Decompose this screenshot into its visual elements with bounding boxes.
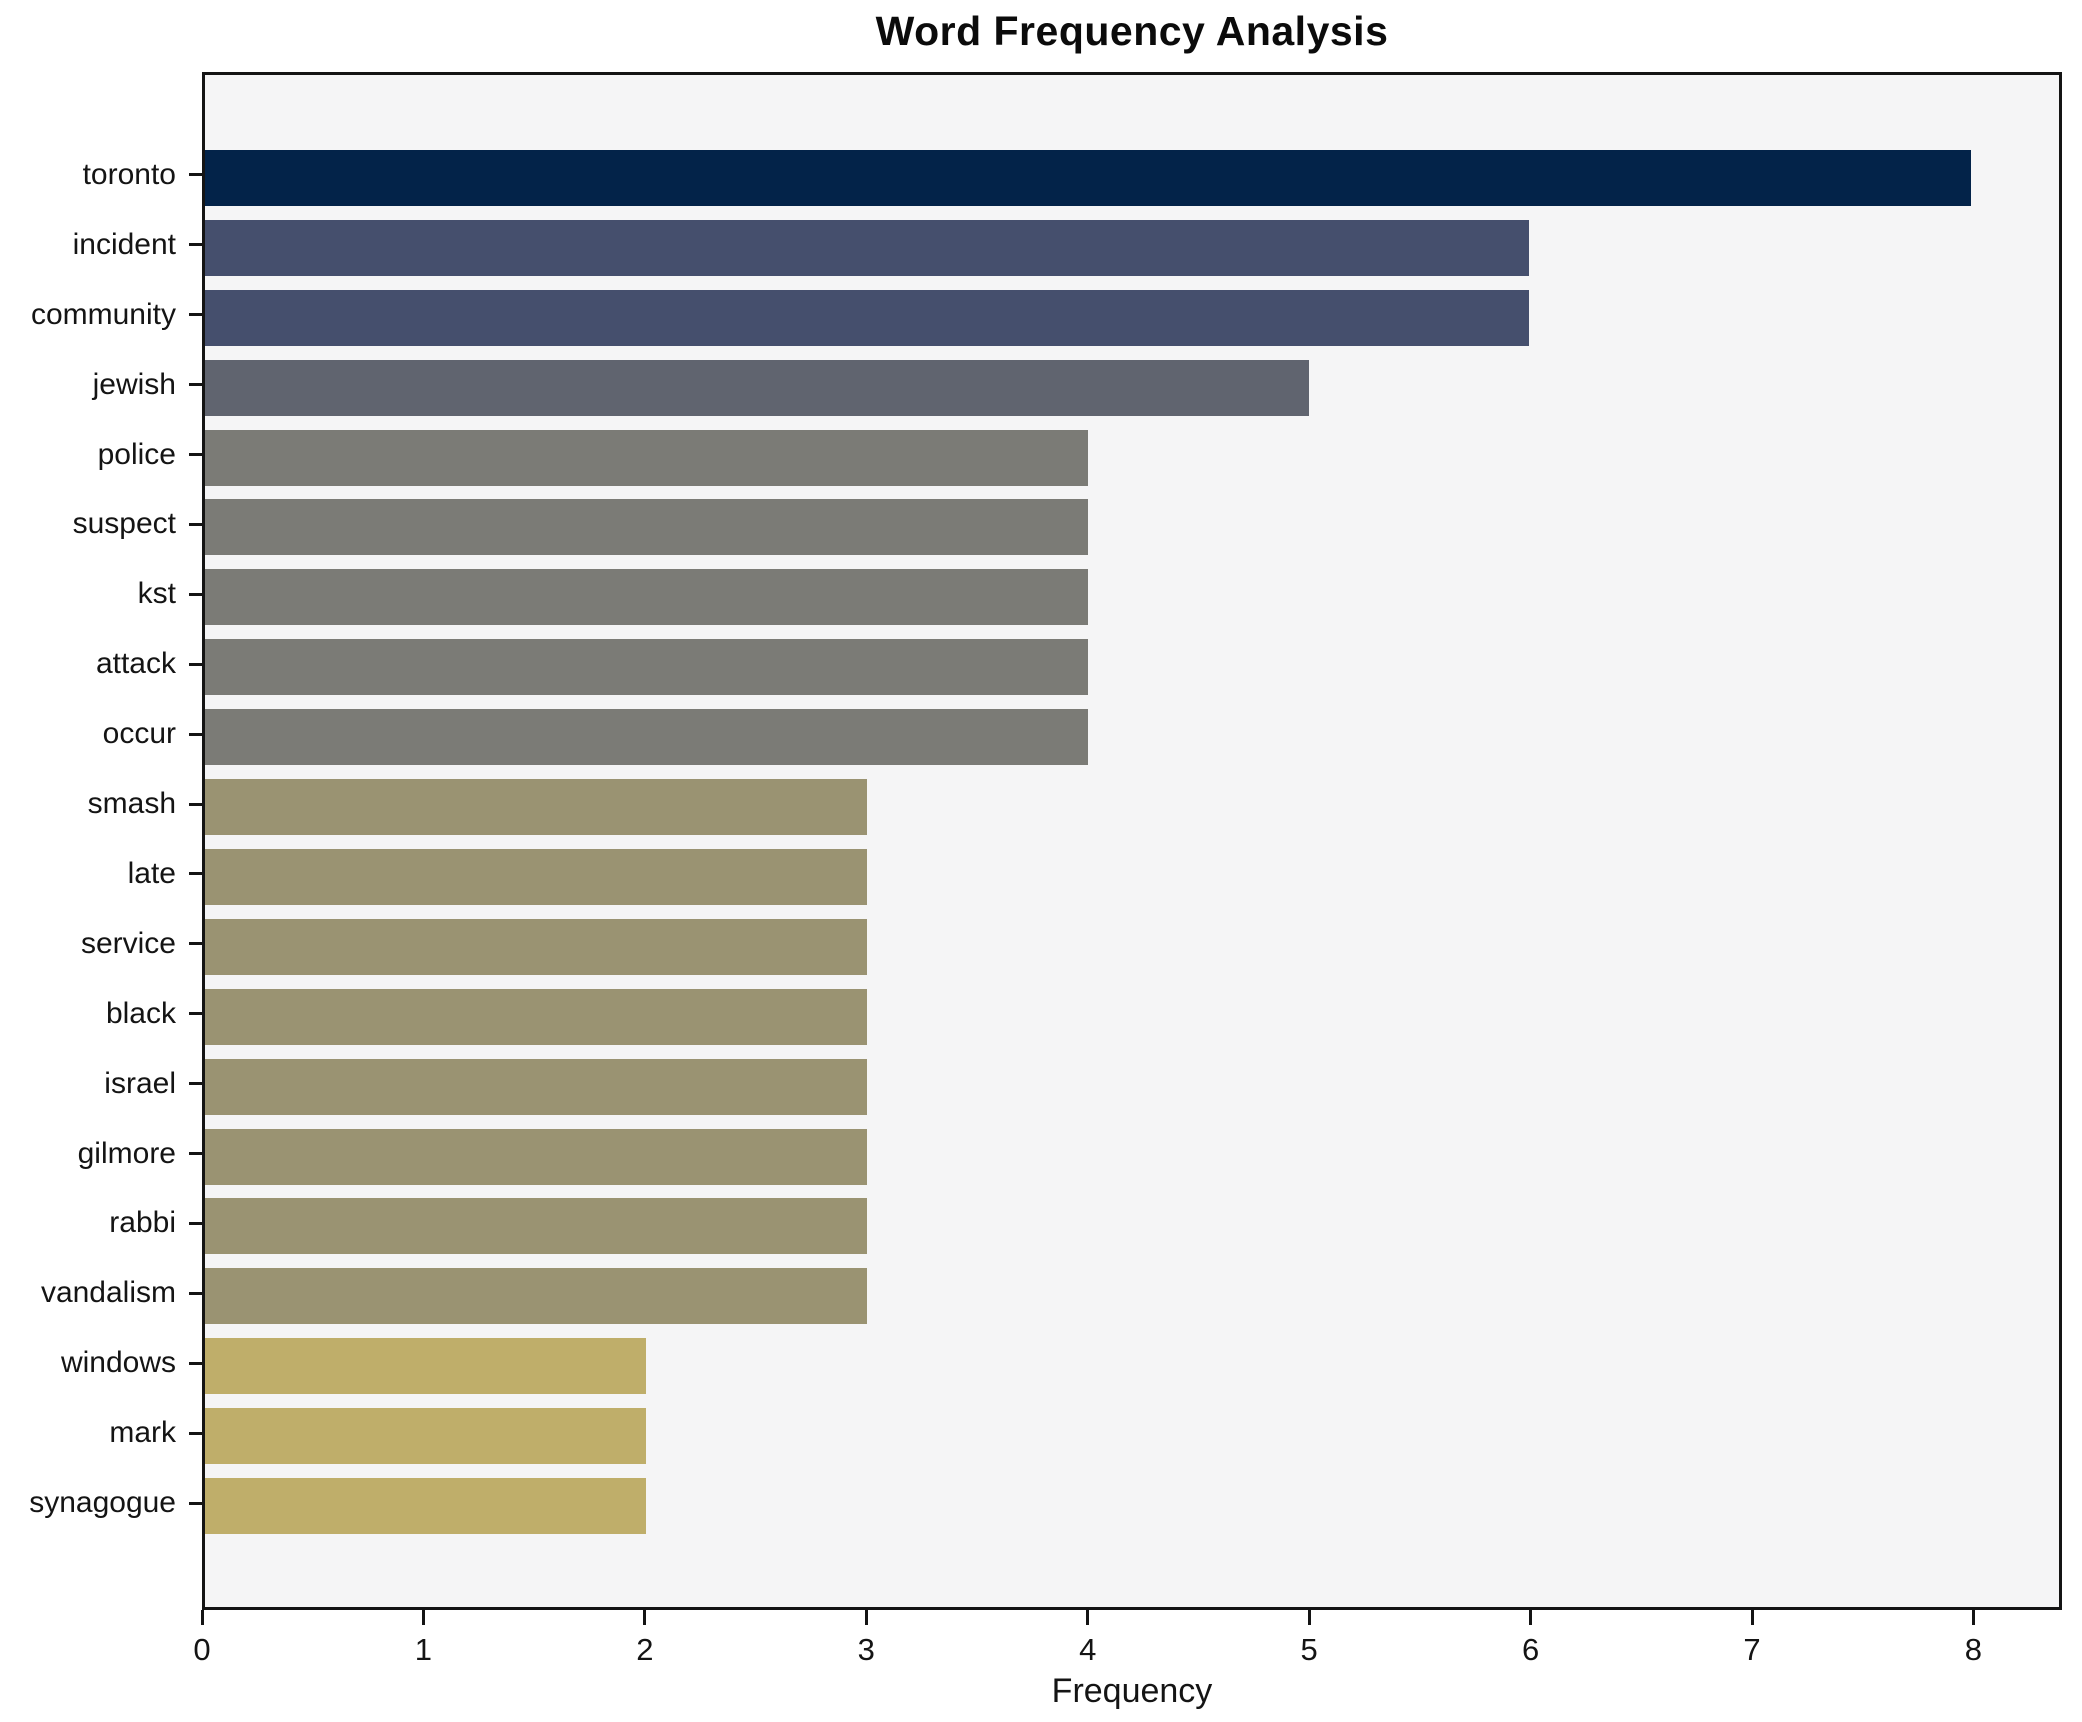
y-tick-label-toronto: toronto xyxy=(82,157,176,191)
x-tick-label-4: 4 xyxy=(1079,1632,1097,1667)
x-tick-mark xyxy=(1086,1610,1090,1625)
y-tick-label-israel: israel xyxy=(104,1066,176,1100)
y-tick-label-attack: attack xyxy=(95,647,176,681)
bar-late xyxy=(205,848,868,905)
bar-synagogue xyxy=(205,1478,647,1535)
y-tick-mark xyxy=(189,1012,202,1016)
y-tick-mark xyxy=(189,662,202,666)
y-tick-mark xyxy=(189,802,202,806)
plot-area xyxy=(202,72,2062,1610)
y-tick-mark xyxy=(189,313,202,317)
y-tick-label-mark: mark xyxy=(109,1416,176,1450)
bar-occur xyxy=(205,709,1088,766)
y-tick-mark xyxy=(189,173,202,177)
y-tick-label-vandalism: vandalism xyxy=(40,1276,176,1310)
y-tick-label-synagogue: synagogue xyxy=(29,1486,176,1520)
y-tick-label-jewish: jewish xyxy=(92,367,176,401)
y-tick-mark xyxy=(189,1082,202,1086)
y-tick-label-late: late xyxy=(127,856,176,890)
bar-toronto xyxy=(205,149,1971,206)
bar-smash xyxy=(205,779,868,836)
y-tick-mark xyxy=(189,942,202,946)
x-tick-mark xyxy=(200,1610,204,1625)
x-tick-label-3: 3 xyxy=(857,1632,875,1667)
x-tick-label-1: 1 xyxy=(414,1632,433,1667)
bar-incident xyxy=(205,219,1530,276)
y-tick-mark xyxy=(189,592,202,596)
x-tick-label-7: 7 xyxy=(1743,1632,1761,1667)
bar-rabbi xyxy=(205,1198,868,1255)
x-tick-mark xyxy=(643,1610,647,1625)
y-tick-label-service: service xyxy=(80,926,176,960)
x-tick-label-5: 5 xyxy=(1300,1632,1318,1667)
x-tick-mark xyxy=(864,1610,868,1625)
y-tick-label-windows: windows xyxy=(60,1346,176,1380)
x-tick-mark xyxy=(1529,1610,1533,1625)
y-tick-mark xyxy=(189,1152,202,1156)
y-tick-label-smash: smash xyxy=(87,787,176,821)
x-tick-label-8: 8 xyxy=(1964,1632,1983,1667)
x-axis-title: Frequency xyxy=(1051,1672,1213,1710)
y-tick-mark xyxy=(189,1431,202,1435)
x-tick-label-2: 2 xyxy=(636,1632,654,1667)
x-tick-mark xyxy=(1971,1610,1975,1625)
y-tick-label-occur: occur xyxy=(102,717,176,751)
chart-title: Word Frequency Analysis xyxy=(875,8,1389,54)
bar-windows xyxy=(205,1338,647,1395)
y-tick-mark xyxy=(189,732,202,736)
y-tick-label-rabbi: rabbi xyxy=(109,1206,176,1240)
y-tick-mark xyxy=(189,1361,202,1365)
bar-police xyxy=(205,429,1088,486)
x-tick-label-6: 6 xyxy=(1521,1632,1540,1667)
y-tick-mark xyxy=(189,383,202,387)
bar-service xyxy=(205,918,868,975)
bar-community xyxy=(205,289,1530,346)
bar-vandalism xyxy=(205,1268,868,1325)
bar-mark xyxy=(205,1408,647,1465)
bar-black xyxy=(205,988,868,1045)
y-tick-mark xyxy=(189,522,202,526)
bar-attack xyxy=(205,639,1088,696)
bar-gilmore xyxy=(205,1128,868,1185)
y-tick-label-gilmore: gilmore xyxy=(77,1136,176,1170)
y-tick-label-suspect: suspect xyxy=(72,507,176,541)
x-tick-mark xyxy=(1750,1610,1754,1625)
y-tick-mark xyxy=(189,453,202,457)
bar-kst xyxy=(205,569,1088,626)
x-tick-mark xyxy=(1307,1610,1311,1625)
y-tick-label-police: police xyxy=(97,437,176,471)
y-tick-label-black: black xyxy=(105,996,176,1030)
bar-israel xyxy=(205,1058,868,1115)
bar-suspect xyxy=(205,499,1088,556)
x-tick-label-0: 0 xyxy=(193,1632,211,1667)
y-tick-label-incident: incident xyxy=(72,227,176,261)
bar-jewish xyxy=(205,359,1309,416)
y-tick-mark xyxy=(189,1221,202,1225)
y-tick-label-community: community xyxy=(30,297,176,331)
x-tick-mark xyxy=(421,1610,425,1625)
y-tick-mark xyxy=(189,243,202,247)
y-tick-label-kst: kst xyxy=(137,577,176,611)
y-tick-mark xyxy=(189,1291,202,1295)
y-tick-mark xyxy=(189,1501,202,1505)
y-tick-mark xyxy=(189,872,202,876)
